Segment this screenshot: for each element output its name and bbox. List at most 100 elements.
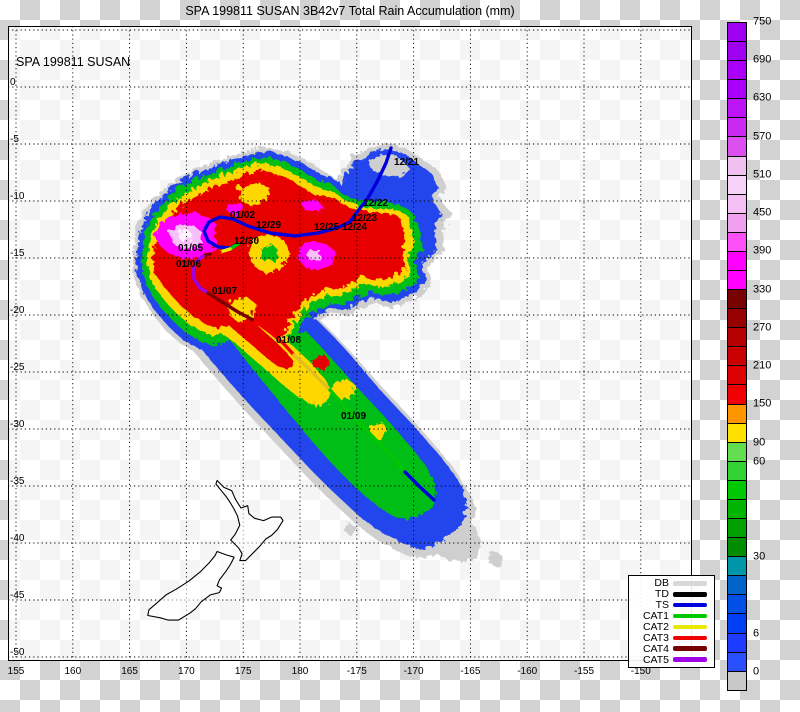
- colorbar-segment: [728, 614, 746, 634]
- y-tick-label: 0: [10, 77, 16, 88]
- storm-id-label: SPA 199811 SUSAN: [16, 55, 131, 69]
- colorbar-tick-label: 90: [753, 435, 766, 448]
- rain-blob-heavy: [368, 420, 386, 438]
- legend-row-cat3: CAT3: [631, 633, 710, 643]
- x-tick-label: -170: [404, 666, 424, 677]
- colorbar-segment: [728, 404, 746, 424]
- legend-line-swatch: [673, 613, 707, 619]
- legend-line-swatch: [673, 592, 707, 597]
- track-segment-ts: [202, 146, 393, 250]
- colorbar-segment: [728, 80, 746, 100]
- coastline-new-zealand: [147, 479, 284, 621]
- legend-line-swatch: [673, 657, 707, 662]
- date-label: 01/08: [276, 335, 301, 346]
- colorbar-segment: [728, 175, 746, 195]
- rain-blob-heavy: [226, 294, 254, 320]
- date-label: 01/07: [212, 286, 237, 297]
- legend-label: DB: [654, 577, 669, 590]
- colorbar-segment: [728, 442, 746, 462]
- date-label: 12/22: [363, 198, 388, 209]
- rain-blob-extreme: [176, 228, 192, 240]
- track-segment-cat2: [292, 353, 332, 392]
- storm-track: [191, 146, 436, 502]
- x-tick-label: 155: [8, 666, 25, 677]
- rain-blob-extreme: [306, 248, 320, 260]
- x-tick-label: 180: [292, 666, 309, 677]
- colorbar-segment: [728, 423, 746, 443]
- colorbar-segment: [728, 519, 746, 539]
- rain-blob-intense: [310, 352, 328, 368]
- y-tick-label: -10: [10, 191, 25, 202]
- date-label: 12/21: [394, 157, 419, 168]
- y-tick-label: -20: [10, 305, 25, 316]
- rain-blob-trace: [343, 520, 356, 536]
- legend-row-cat5: CAT5: [631, 653, 710, 666]
- colorbar-segment: [728, 309, 746, 329]
- colorbar-segment: [728, 385, 746, 405]
- rain-blob-heavy: [238, 180, 268, 204]
- legend-label: TS: [655, 599, 669, 612]
- colorbar-tick-label: 0: [753, 665, 760, 678]
- colorbar-segment: [728, 652, 746, 672]
- colorbar-segment: [728, 499, 746, 520]
- x-tick-label: -155: [574, 666, 594, 677]
- legend-label: CAT5: [642, 653, 669, 666]
- plot-area: [8, 26, 692, 661]
- colorbar-segment: [728, 213, 746, 233]
- legend-label: TD: [655, 588, 669, 601]
- colorbar-tick-label: 510: [753, 168, 772, 181]
- colorbar-segment: [728, 251, 746, 272]
- x-tick-label: 160: [64, 666, 81, 677]
- legend-line-swatch: [673, 624, 707, 630]
- rain-blob-heavy: [190, 308, 330, 404]
- legend-line-swatch: [673, 581, 707, 586]
- date-label: 01/05: [178, 243, 203, 254]
- rain-blob-moderate: [258, 242, 278, 260]
- colorbar-tick-label: 270: [753, 321, 772, 334]
- colorbar-segment: [728, 137, 746, 157]
- colorbar-tick-label: 210: [753, 359, 772, 372]
- colorbar-segment: [728, 290, 746, 310]
- rain-blob-intense: [208, 300, 292, 368]
- colorbar-segment: [728, 576, 746, 596]
- legend-line-swatch: [673, 602, 707, 608]
- colorbar-segment: [728, 347, 746, 367]
- coastline-south-island: [147, 550, 235, 621]
- rain-field: [130, 141, 500, 565]
- date-label: 12/24: [342, 222, 367, 233]
- colorbar-segment: [728, 671, 746, 690]
- legend-line-swatch: [673, 646, 707, 651]
- colorbar-segment: [728, 366, 746, 386]
- axis-tick-labels: 155 160 165 170 175 180 -175 -170 -165 -160 -155 -1…: [8, 77, 651, 677]
- legend-line-swatch: [673, 635, 707, 641]
- colorbar-tick-label: 6: [753, 627, 760, 640]
- y-tick-label: -15: [10, 248, 25, 259]
- colorbar-segment: [728, 232, 746, 252]
- colorbar-segment: [728, 194, 746, 214]
- track-segment-cat5: [191, 254, 210, 295]
- legend-label: CAT1: [642, 610, 669, 623]
- colorbar-tick-label: 60: [753, 455, 766, 468]
- colorbar-tick-label: 750: [753, 15, 772, 28]
- colorbar-segment: [728, 595, 746, 615]
- colorbar-segment: [728, 23, 746, 43]
- y-tick-label: -30: [10, 419, 25, 430]
- date-label: 12/23: [352, 213, 377, 224]
- chart-title: SPA 199811 SUSAN 3B42v7 Total Rain Accum…: [185, 4, 515, 18]
- legend-label: CAT3: [642, 631, 669, 644]
- rain-blob-trace: [436, 204, 450, 222]
- coastline-north-island: [215, 479, 284, 562]
- y-tick-label: -40: [10, 533, 25, 544]
- legend-label: CAT4: [642, 642, 669, 655]
- y-tick-label: -50: [10, 647, 25, 658]
- colorbar-segment: [728, 538, 746, 558]
- x-tick-label: 175: [235, 666, 252, 677]
- colorbar-tick-label: 690: [753, 53, 772, 66]
- colorbar-tick-label: 630: [753, 91, 772, 104]
- colorbar-tick-label: 150: [753, 397, 772, 410]
- colorbar-segment: [728, 271, 746, 291]
- y-tick-label: -45: [10, 590, 25, 601]
- colorbar-tick-label: 330: [753, 282, 772, 295]
